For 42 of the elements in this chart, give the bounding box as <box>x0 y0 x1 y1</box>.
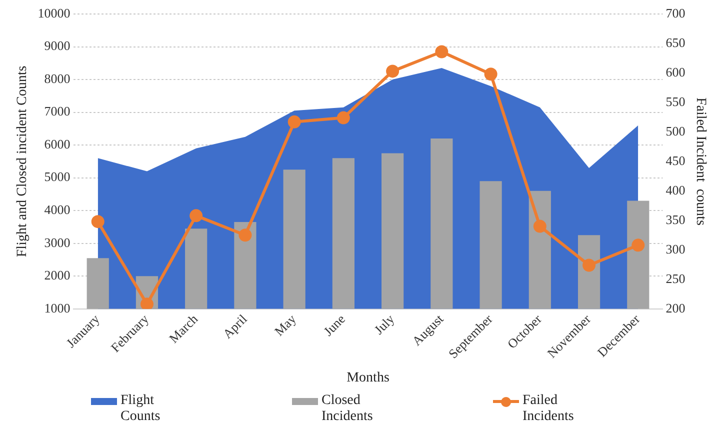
y-tick-label: 9000 <box>44 38 70 54</box>
x-axis-title: Months <box>346 370 390 386</box>
x-tick-label: June <box>320 311 348 339</box>
y2-tick-label: 700 <box>666 5 686 20</box>
point <box>140 298 154 309</box>
legend-label: Failed Incidents <box>522 393 575 425</box>
point <box>582 258 596 272</box>
y2-tick-label: 200 <box>666 300 686 316</box>
y-axis-title: Flight and Closed incident Counts <box>15 66 30 258</box>
y2-tick-label: 250 <box>666 270 686 286</box>
y2-tick-label: 500 <box>666 123 686 138</box>
point <box>533 220 546 233</box>
point <box>435 45 448 58</box>
y2-tick-label: 300 <box>666 241 686 256</box>
legend-label: Closed Incidents <box>322 393 374 425</box>
y-tick-label: 5000 <box>44 169 70 184</box>
y2-axis-title: Failed Incident counts <box>692 97 708 226</box>
y-tick-label: 4000 <box>44 202 70 217</box>
point <box>288 115 301 128</box>
y2-tick-label: 450 <box>666 152 686 168</box>
y-tick-label: 3000 <box>44 234 70 250</box>
y-tick-label: 10000 <box>38 5 70 20</box>
x-tick-label: May <box>271 310 300 339</box>
y2-tick-label: 350 <box>666 212 686 227</box>
x-tick-label: July <box>371 310 398 338</box>
y2-tick-label: 600 <box>666 64 686 80</box>
point <box>190 209 203 222</box>
y-tick-label: 7000 <box>44 104 70 119</box>
point <box>484 68 498 81</box>
y-tick-label: 8000 <box>44 70 70 86</box>
point <box>91 215 104 228</box>
y2-tick-label: 550 <box>666 94 686 109</box>
y2-tick-label: 400 <box>666 182 686 198</box>
point <box>238 228 252 242</box>
y2-tick-label: 650 <box>666 34 686 50</box>
y-tick-label: 2000 <box>44 268 70 283</box>
y-tick-label: 1000 <box>44 300 70 316</box>
point <box>336 111 350 124</box>
point <box>632 238 645 252</box>
legend-label: Flight Counts <box>120 393 162 425</box>
y-tick-label: 6000 <box>44 136 70 152</box>
point <box>386 64 400 78</box>
